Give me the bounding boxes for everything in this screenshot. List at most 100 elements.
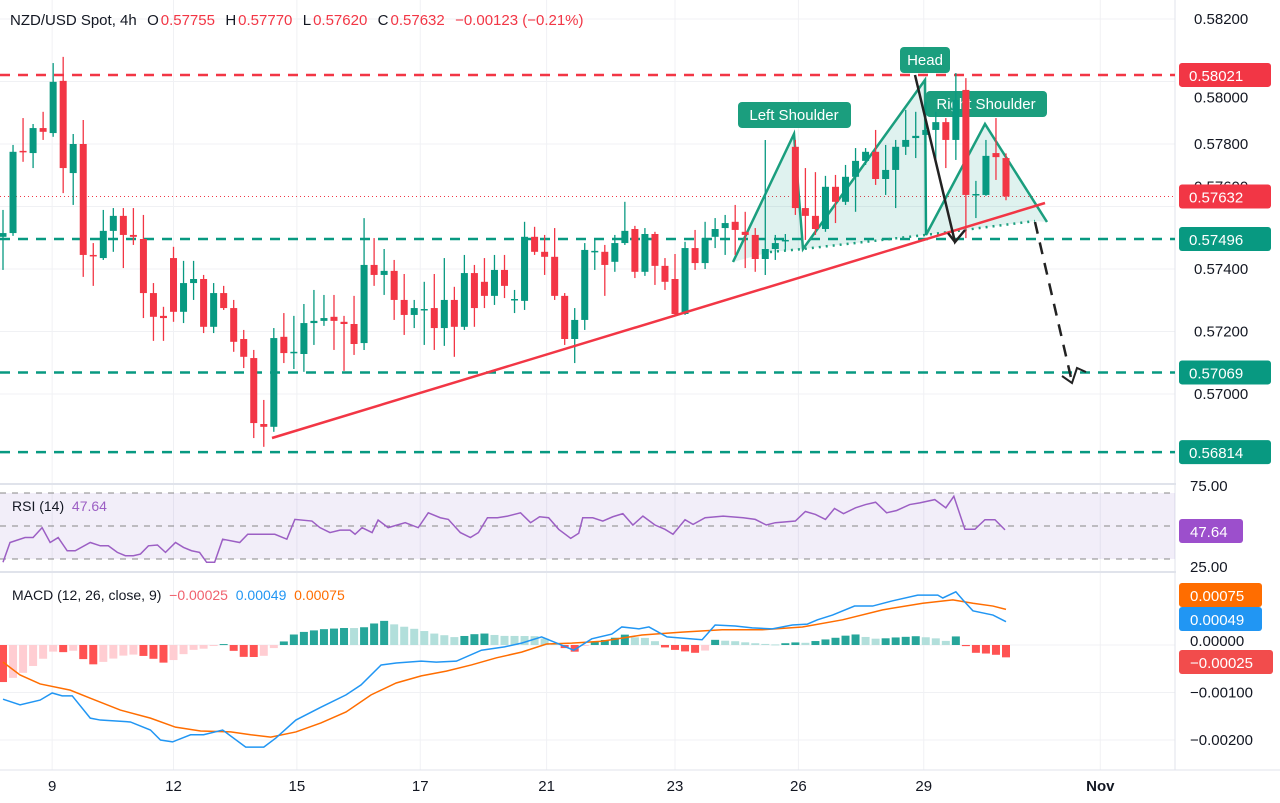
candle xyxy=(892,139,900,209)
macd-histogram-bar xyxy=(971,645,980,653)
candle-body xyxy=(180,283,188,312)
macd-histogram-bar xyxy=(691,645,700,653)
macd-histogram-bar xyxy=(319,629,328,645)
macd-histogram-bar xyxy=(460,635,469,645)
candle-body xyxy=(460,273,468,327)
candle-body xyxy=(531,236,539,252)
candle xyxy=(0,209,7,270)
candle-body xyxy=(420,309,428,311)
candle-body xyxy=(681,248,689,314)
trend-drawings xyxy=(271,74,1087,440)
candle xyxy=(310,289,318,345)
candle xyxy=(701,221,709,269)
candle xyxy=(1002,153,1010,201)
time-tick: 12 xyxy=(165,778,182,795)
macd-signal-label: 0.00075 xyxy=(1190,588,1244,605)
macd-histogram-bar xyxy=(329,628,338,645)
level-price-label-bg xyxy=(1179,227,1271,251)
candle xyxy=(390,259,398,320)
candle-body xyxy=(852,160,860,177)
close-value: 0.57632 xyxy=(390,12,445,29)
candle-body xyxy=(19,150,27,153)
candle xyxy=(139,214,147,319)
rsi-tick: 25.00 xyxy=(1190,559,1228,576)
macd-histogram-bar xyxy=(540,638,549,645)
candle xyxy=(631,225,639,279)
candle-body xyxy=(661,265,669,282)
pattern-labels: Head Left Shoulder Right Shoulder xyxy=(738,47,1047,128)
price-tick: 0.58200 xyxy=(1194,11,1248,28)
candle xyxy=(641,228,649,276)
time-axis[interactable]: 9 12 15 17 21 23 26 29 Nov xyxy=(0,769,1280,795)
candle-body xyxy=(260,424,268,427)
macd-histogram-bar xyxy=(931,638,940,645)
right-shoulder-label-text: Right Shoulder xyxy=(936,96,1035,113)
macd-histogram-bar xyxy=(209,645,218,646)
candle-body xyxy=(671,279,679,314)
candle-body xyxy=(872,151,880,179)
time-tick: 21 xyxy=(538,778,555,795)
macd-histogram-bar xyxy=(19,645,28,673)
macd-histogram-bar xyxy=(249,645,258,657)
macd-line xyxy=(2,590,1007,748)
macd-histogram-bar xyxy=(731,641,740,645)
macd-histogram-bar xyxy=(891,637,900,645)
candle-body xyxy=(1002,158,1010,197)
macd-histogram-bar xyxy=(701,645,710,651)
macd-line-label: 0.00049 xyxy=(1190,612,1244,629)
candle xyxy=(621,201,629,245)
macd-histogram-bar xyxy=(951,636,960,645)
candle-body xyxy=(922,129,930,135)
left-shoulder-label: Left Shoulder xyxy=(738,102,851,128)
rsi-label: RSI (14) xyxy=(12,498,65,514)
macd-histogram-bar xyxy=(871,638,880,645)
candle xyxy=(962,78,970,239)
macd-histogram-bar xyxy=(660,645,669,648)
neckline xyxy=(769,219,1036,254)
candle xyxy=(210,283,218,334)
rsi-pane xyxy=(0,492,1175,564)
head-shoulders-outline xyxy=(731,76,1049,263)
macd-histogram-bar xyxy=(741,642,750,645)
candle-body xyxy=(170,258,178,312)
candle xyxy=(410,299,418,329)
candle xyxy=(280,313,288,364)
candle-body xyxy=(129,234,137,237)
candle xyxy=(781,234,789,250)
macd-histogram-bar xyxy=(530,636,539,645)
candle-body xyxy=(490,269,498,296)
macd-hist-label-bg xyxy=(1179,650,1273,674)
candle xyxy=(59,56,67,194)
candle xyxy=(561,293,569,345)
candle-body xyxy=(480,281,488,296)
candle-body xyxy=(410,308,418,315)
candle xyxy=(170,246,178,322)
macd-histogram-bar xyxy=(109,645,118,659)
macd-histogram-bar xyxy=(650,641,659,645)
candle xyxy=(992,118,1000,180)
candle xyxy=(972,180,980,219)
candle xyxy=(159,306,167,341)
candle xyxy=(79,119,87,277)
candle-body xyxy=(340,321,348,324)
price-axis[interactable]: 0.582000.580000.578000.576000.574000.572… xyxy=(1176,0,1280,770)
macd-histogram-bar xyxy=(400,626,409,645)
macd-histogram-bar xyxy=(941,640,950,645)
candle xyxy=(681,241,689,315)
candle-body xyxy=(741,231,749,235)
macd-histogram-bar xyxy=(360,627,369,645)
grid xyxy=(0,0,1280,770)
pattern-drawings xyxy=(731,76,1049,263)
candle-body xyxy=(962,89,970,195)
candle xyxy=(109,208,117,252)
candle-body xyxy=(641,234,649,272)
candle-body xyxy=(801,208,809,216)
candle-body xyxy=(9,151,17,234)
time-tick: 23 xyxy=(667,778,684,795)
macd-histogram-bar xyxy=(841,635,850,645)
price-axis-bg xyxy=(1176,0,1280,770)
rsi-value-label-bg xyxy=(1179,519,1243,543)
candle-body xyxy=(912,135,920,139)
symbol-header: NZD/USD Spot, 4h O 0.57755 H 0.57770 L 0.57… xyxy=(10,12,586,29)
